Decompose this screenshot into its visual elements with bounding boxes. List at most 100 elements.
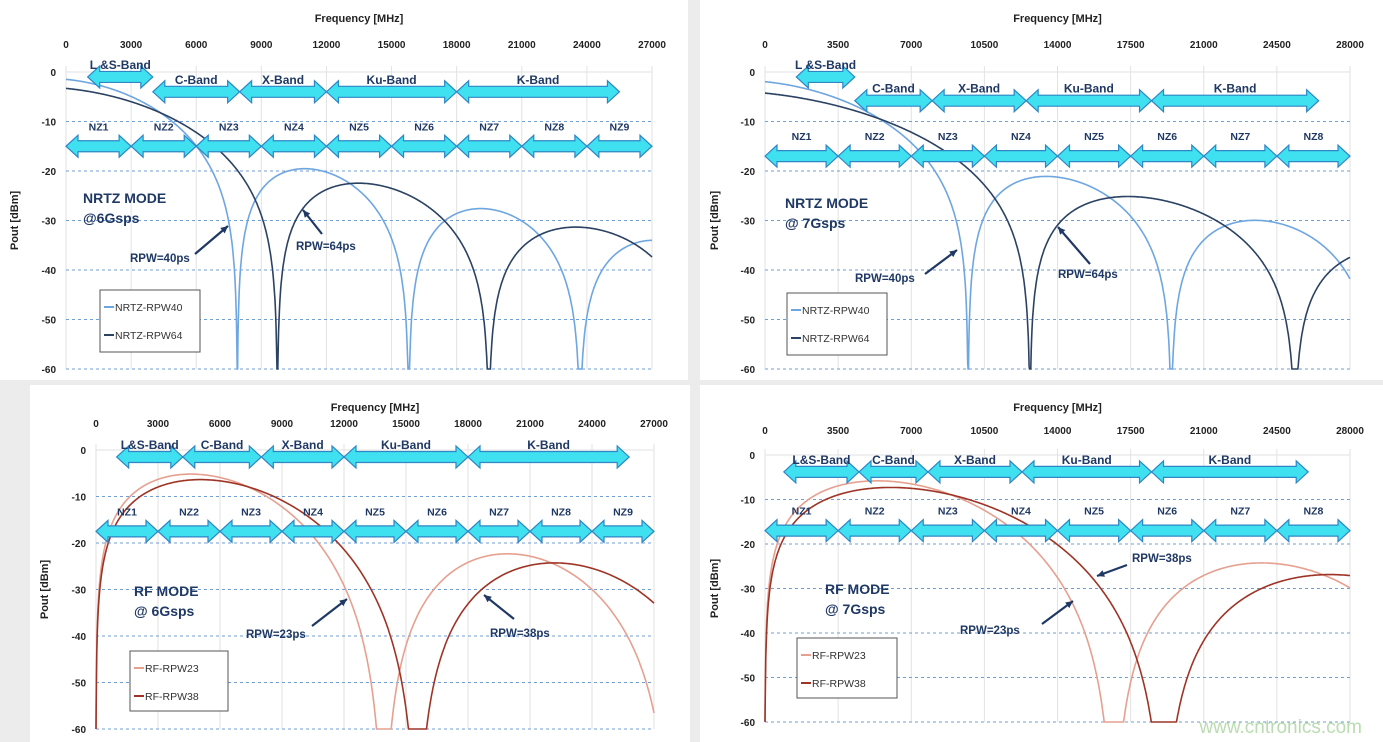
annotation-arrowhead bbox=[220, 226, 228, 234]
legend-label: RF-RPW38 bbox=[812, 678, 866, 690]
y-tick-label: -60 bbox=[741, 365, 756, 376]
x-tick-label: 24000 bbox=[573, 40, 601, 51]
band-label: Ku-Band bbox=[1064, 82, 1114, 96]
legend: NRTZ-RPW40 NRTZ-RPW64 bbox=[99, 289, 201, 353]
y-tick-label: 0 bbox=[50, 68, 56, 79]
y-tick-label: -60 bbox=[741, 718, 756, 729]
nyquist-zone-label: NZ5 bbox=[1084, 131, 1104, 143]
nyquist-zone-label: NZ7 bbox=[479, 121, 499, 133]
annotation-arrowhead bbox=[1097, 570, 1105, 577]
band-label: C-Band bbox=[872, 453, 915, 467]
band-arrow bbox=[455, 79, 621, 105]
x-tick-label: 7000 bbox=[900, 426, 923, 437]
y-tick-label: 0 bbox=[749, 451, 755, 462]
nyquist-zone-label: NZ7 bbox=[1230, 506, 1250, 518]
nyquist-zone-label: NZ2 bbox=[154, 121, 174, 133]
legend-box bbox=[129, 650, 229, 712]
series-line-rf-rpw38 bbox=[95, 478, 655, 730]
mode-label: RF MODE bbox=[825, 581, 890, 597]
y-axis-title: Pout [dBm] bbox=[709, 191, 721, 251]
y-tick-label: -10 bbox=[741, 118, 756, 129]
nyquist-zone-label: NZ9 bbox=[610, 121, 630, 133]
rpw-annotation: RPW=23ps bbox=[246, 629, 306, 641]
y-tick-label: -50 bbox=[72, 679, 87, 690]
band-arrow bbox=[795, 64, 856, 90]
nyquist-zone-label: NZ1 bbox=[89, 121, 109, 133]
x-tick-label: 21000 bbox=[508, 40, 536, 51]
x-axis-title: Frequency [MHz] bbox=[1013, 402, 1102, 414]
nyquist-zone-label: NZ8 bbox=[551, 506, 571, 518]
x-tick-label: 9000 bbox=[250, 40, 273, 51]
band-label: X-Band bbox=[954, 453, 996, 467]
y-tick-label: -30 bbox=[42, 217, 57, 228]
y-tick-label: -20 bbox=[741, 167, 756, 178]
y-tick-label: -50 bbox=[42, 316, 57, 327]
band-label: C-Band bbox=[872, 82, 915, 96]
y-tick-label: -20 bbox=[42, 167, 57, 178]
nyquist-zone-arrow bbox=[1275, 518, 1351, 544]
nyquist-zone-label: NZ6 bbox=[427, 506, 447, 518]
nyquist-zone-label: NZ1 bbox=[792, 506, 812, 518]
x-axis-title: Frequency [MHz] bbox=[315, 13, 404, 25]
sample-rate-label: @ 7Gsps bbox=[785, 215, 846, 231]
x-tick-label: 27000 bbox=[640, 419, 668, 430]
x-tick-label: 28000 bbox=[1336, 40, 1364, 51]
x-tick-label: 21000 bbox=[1190, 426, 1218, 437]
mode-label: NRTZ MODE bbox=[785, 195, 868, 211]
band-label: L &S-Band bbox=[90, 58, 151, 72]
legend-label: NRTZ-RPW64 bbox=[802, 333, 870, 345]
y-tick-label: -60 bbox=[72, 725, 87, 736]
annotation-arrow bbox=[1057, 226, 1091, 265]
nyquist-zone-label: NZ5 bbox=[349, 121, 369, 133]
x-tick-label: 3500 bbox=[827, 40, 850, 51]
series-line-rf-rpw23 bbox=[764, 479, 1351, 723]
mode-label: RF MODE bbox=[134, 583, 199, 599]
nyquist-zone-label: NZ5 bbox=[1084, 506, 1104, 518]
band-label: L&S-Band bbox=[121, 438, 179, 452]
rpw-annotation: RPW=23ps bbox=[960, 625, 1020, 637]
band-label: L &S-Band bbox=[795, 58, 856, 72]
legend: NRTZ-RPW40 NRTZ-RPW64 bbox=[786, 292, 888, 356]
chart-panel-2: 0 3500 7000 10500 14000 17500 21000 24500 28000 0… bbox=[700, 0, 1383, 380]
y-axis-title: Pout [dBm] bbox=[709, 559, 721, 619]
y-tick-label: 0 bbox=[749, 68, 755, 79]
x-tick-label: 6000 bbox=[209, 419, 232, 430]
band-label: C-Band bbox=[201, 438, 244, 452]
nyquist-zone-label: NZ7 bbox=[1230, 131, 1250, 143]
y-tick-label: -30 bbox=[741, 585, 756, 596]
nyquist-zone-label: NZ1 bbox=[117, 506, 137, 518]
sample-rate-label: @6Gsps bbox=[83, 210, 140, 226]
nyquist-zone-label: NZ3 bbox=[219, 121, 239, 133]
annotation-arrowhead bbox=[339, 599, 347, 607]
legend-box bbox=[796, 637, 898, 699]
x-tick-label: 14000 bbox=[1044, 40, 1072, 51]
legend-label: RF-RPW38 bbox=[145, 691, 199, 703]
x-tick-label: 17500 bbox=[1117, 426, 1145, 437]
y-tick-label: -30 bbox=[741, 217, 756, 228]
band-label: Ku-Band bbox=[381, 438, 431, 452]
band-label: C-Band bbox=[175, 73, 218, 87]
band-arrow bbox=[86, 64, 154, 90]
band-label: X-Band bbox=[958, 82, 1000, 96]
band-label: X-Band bbox=[282, 438, 324, 452]
band-label: K-Band bbox=[1209, 453, 1252, 467]
band-label: Ku-Band bbox=[367, 73, 417, 87]
legend-label: RF-RPW23 bbox=[812, 650, 866, 662]
nyquist-zone-label: NZ3 bbox=[241, 506, 261, 518]
rpw-annotation: RPW=64ps bbox=[1058, 269, 1118, 281]
y-tick-label: -30 bbox=[72, 586, 87, 597]
nyquist-zone-label: NZ4 bbox=[303, 506, 323, 518]
rpw-annotation: RPW=38ps bbox=[490, 628, 550, 640]
y-tick-label: 0 bbox=[80, 446, 86, 457]
x-tick-label: 21000 bbox=[1190, 40, 1218, 51]
x-tick-label: 24000 bbox=[578, 419, 606, 430]
nyquist-zone-arrow bbox=[1275, 143, 1351, 169]
nyquist-zone-label: NZ9 bbox=[613, 506, 633, 518]
x-tick-label: 24500 bbox=[1263, 426, 1291, 437]
y-tick-label: -40 bbox=[72, 632, 87, 643]
x-tick-label: 18000 bbox=[454, 419, 482, 430]
y-tick-label: -40 bbox=[741, 266, 756, 277]
series-line-nrtz-rpw40 bbox=[765, 80, 1351, 370]
y-tick-label: -40 bbox=[42, 266, 57, 277]
